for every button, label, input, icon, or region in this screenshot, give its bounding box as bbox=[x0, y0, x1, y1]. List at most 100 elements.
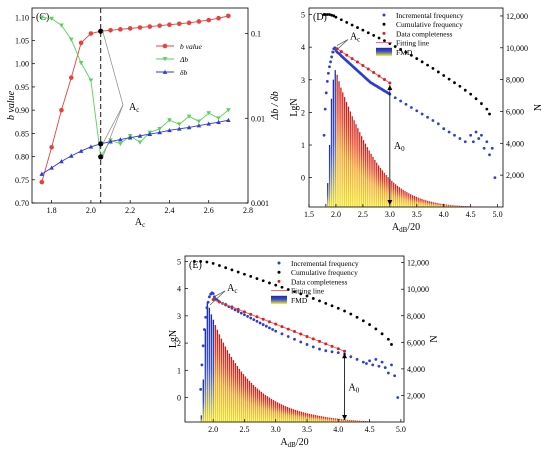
incremental-point bbox=[280, 332, 284, 336]
fmd-bar bbox=[358, 420, 361, 422]
a0-annotation: A0 bbox=[394, 141, 405, 153]
fmd-bar bbox=[200, 415, 203, 422]
completeness-point bbox=[242, 310, 246, 314]
y-tick-label: 0 bbox=[177, 394, 181, 403]
fmd-bar bbox=[413, 196, 416, 207]
incremental-point bbox=[361, 360, 365, 364]
cumulative-point bbox=[474, 97, 478, 101]
fmd-bar bbox=[230, 356, 233, 422]
completeness-point bbox=[261, 317, 265, 321]
fmd-bar bbox=[391, 180, 393, 207]
cumulative-point bbox=[199, 260, 203, 263]
cumulative-point bbox=[249, 275, 253, 278]
fmd-bar bbox=[345, 101, 348, 207]
y2-tick-label: 6,000 bbox=[407, 338, 425, 347]
incremental-point bbox=[322, 133, 326, 137]
fmd-bar bbox=[292, 409, 295, 422]
fmd-bar bbox=[445, 204, 448, 207]
fmd-bar bbox=[376, 162, 378, 207]
fmd-bar bbox=[406, 192, 408, 207]
cumulative-point bbox=[343, 309, 346, 313]
data-point bbox=[59, 23, 64, 28]
data-point bbox=[186, 20, 192, 26]
fmd-bar bbox=[411, 195, 414, 207]
completeness-point bbox=[274, 322, 278, 326]
data-point bbox=[118, 141, 123, 147]
incremental-point bbox=[469, 133, 473, 137]
cumulative-point bbox=[236, 270, 240, 274]
data-point bbox=[118, 27, 123, 32]
incremental-point bbox=[399, 99, 403, 103]
fmd-bar bbox=[242, 374, 245, 422]
incremental-point bbox=[293, 337, 296, 341]
incremental-point bbox=[377, 364, 381, 368]
fmd-bar bbox=[274, 401, 277, 422]
x-axis-label: AdB/20 bbox=[280, 437, 308, 449]
fmd-bar bbox=[442, 203, 444, 207]
ac-annotation: Ac bbox=[350, 32, 360, 44]
x-tick-label: 2.0 bbox=[86, 206, 96, 215]
fmd-bar bbox=[396, 185, 399, 207]
fmd-bar bbox=[385, 175, 387, 207]
x-tick-label: 4.0 bbox=[439, 210, 449, 219]
a0-arrow-head bbox=[387, 200, 393, 205]
cumulative-point bbox=[325, 13, 329, 16]
fmd-bar bbox=[344, 97, 346, 207]
fmd-bar bbox=[379, 167, 382, 207]
cumulative-point bbox=[334, 15, 338, 19]
incremental-point bbox=[330, 350, 334, 354]
chart-panel-d: (D) 1.5 2.0 2.5 3.0 3.5 4.0 4.5 5.0 0 1 2 3 4 5 2,000 4,… bbox=[289, 7, 544, 234]
y-tick-label: 1.05 bbox=[15, 37, 29, 46]
data-point bbox=[206, 121, 212, 126]
cumulative-point bbox=[205, 260, 209, 264]
incremental-point bbox=[200, 363, 204, 367]
fmd-bar bbox=[344, 419, 347, 422]
fmd-bar bbox=[327, 183, 329, 207]
completeness-point bbox=[382, 78, 386, 82]
data-point bbox=[108, 139, 113, 144]
y2-tick-label: 6,000 bbox=[506, 107, 524, 116]
data-point bbox=[49, 144, 54, 150]
fmd-bar bbox=[328, 144, 331, 207]
cumulative-point bbox=[366, 31, 370, 35]
cumulative-point bbox=[311, 297, 315, 300]
data-point bbox=[39, 179, 45, 185]
legend-marker bbox=[382, 22, 386, 26]
completeness-point bbox=[311, 337, 315, 341]
fmd-bar bbox=[364, 421, 367, 422]
completeness-point bbox=[293, 330, 296, 334]
legend-marker bbox=[277, 261, 281, 265]
legend-label: FMD bbox=[396, 48, 413, 57]
fmd-bar bbox=[302, 412, 305, 422]
ac-marker bbox=[98, 141, 104, 147]
cumulative-point bbox=[442, 74, 446, 77]
incremental-point bbox=[463, 140, 467, 144]
data-point bbox=[108, 27, 113, 33]
fmd-bar bbox=[342, 419, 345, 422]
fmd-bar bbox=[425, 200, 427, 207]
y2-tick-label: 8,000 bbox=[506, 76, 524, 85]
incremental-point bbox=[386, 371, 390, 375]
y2-tick-label: 2,000 bbox=[506, 171, 524, 180]
y-tick-label: 2 bbox=[177, 339, 181, 348]
fmd-bar bbox=[336, 74, 338, 207]
fmd-bar bbox=[408, 193, 410, 207]
incremental-point bbox=[199, 387, 203, 391]
data-point bbox=[78, 61, 84, 66]
incremental-point bbox=[328, 65, 331, 69]
data-point bbox=[176, 126, 182, 131]
ac-annotation: Ac bbox=[129, 102, 139, 114]
data-point bbox=[49, 165, 54, 170]
fmd-bar bbox=[220, 338, 223, 422]
incremental-point bbox=[305, 343, 309, 346]
legend-label: Data completeness bbox=[396, 29, 453, 38]
x-tick-label: 2.6 bbox=[204, 206, 214, 215]
incremental-point bbox=[404, 102, 408, 106]
y-tick-label: 4 bbox=[301, 43, 305, 52]
fmd-bar bbox=[366, 147, 368, 207]
incremental-point bbox=[436, 122, 440, 126]
cumulative-point bbox=[261, 279, 265, 283]
legend-label: FMD bbox=[291, 296, 308, 305]
fmd-bar bbox=[440, 203, 442, 207]
fmd-bar bbox=[443, 204, 446, 207]
